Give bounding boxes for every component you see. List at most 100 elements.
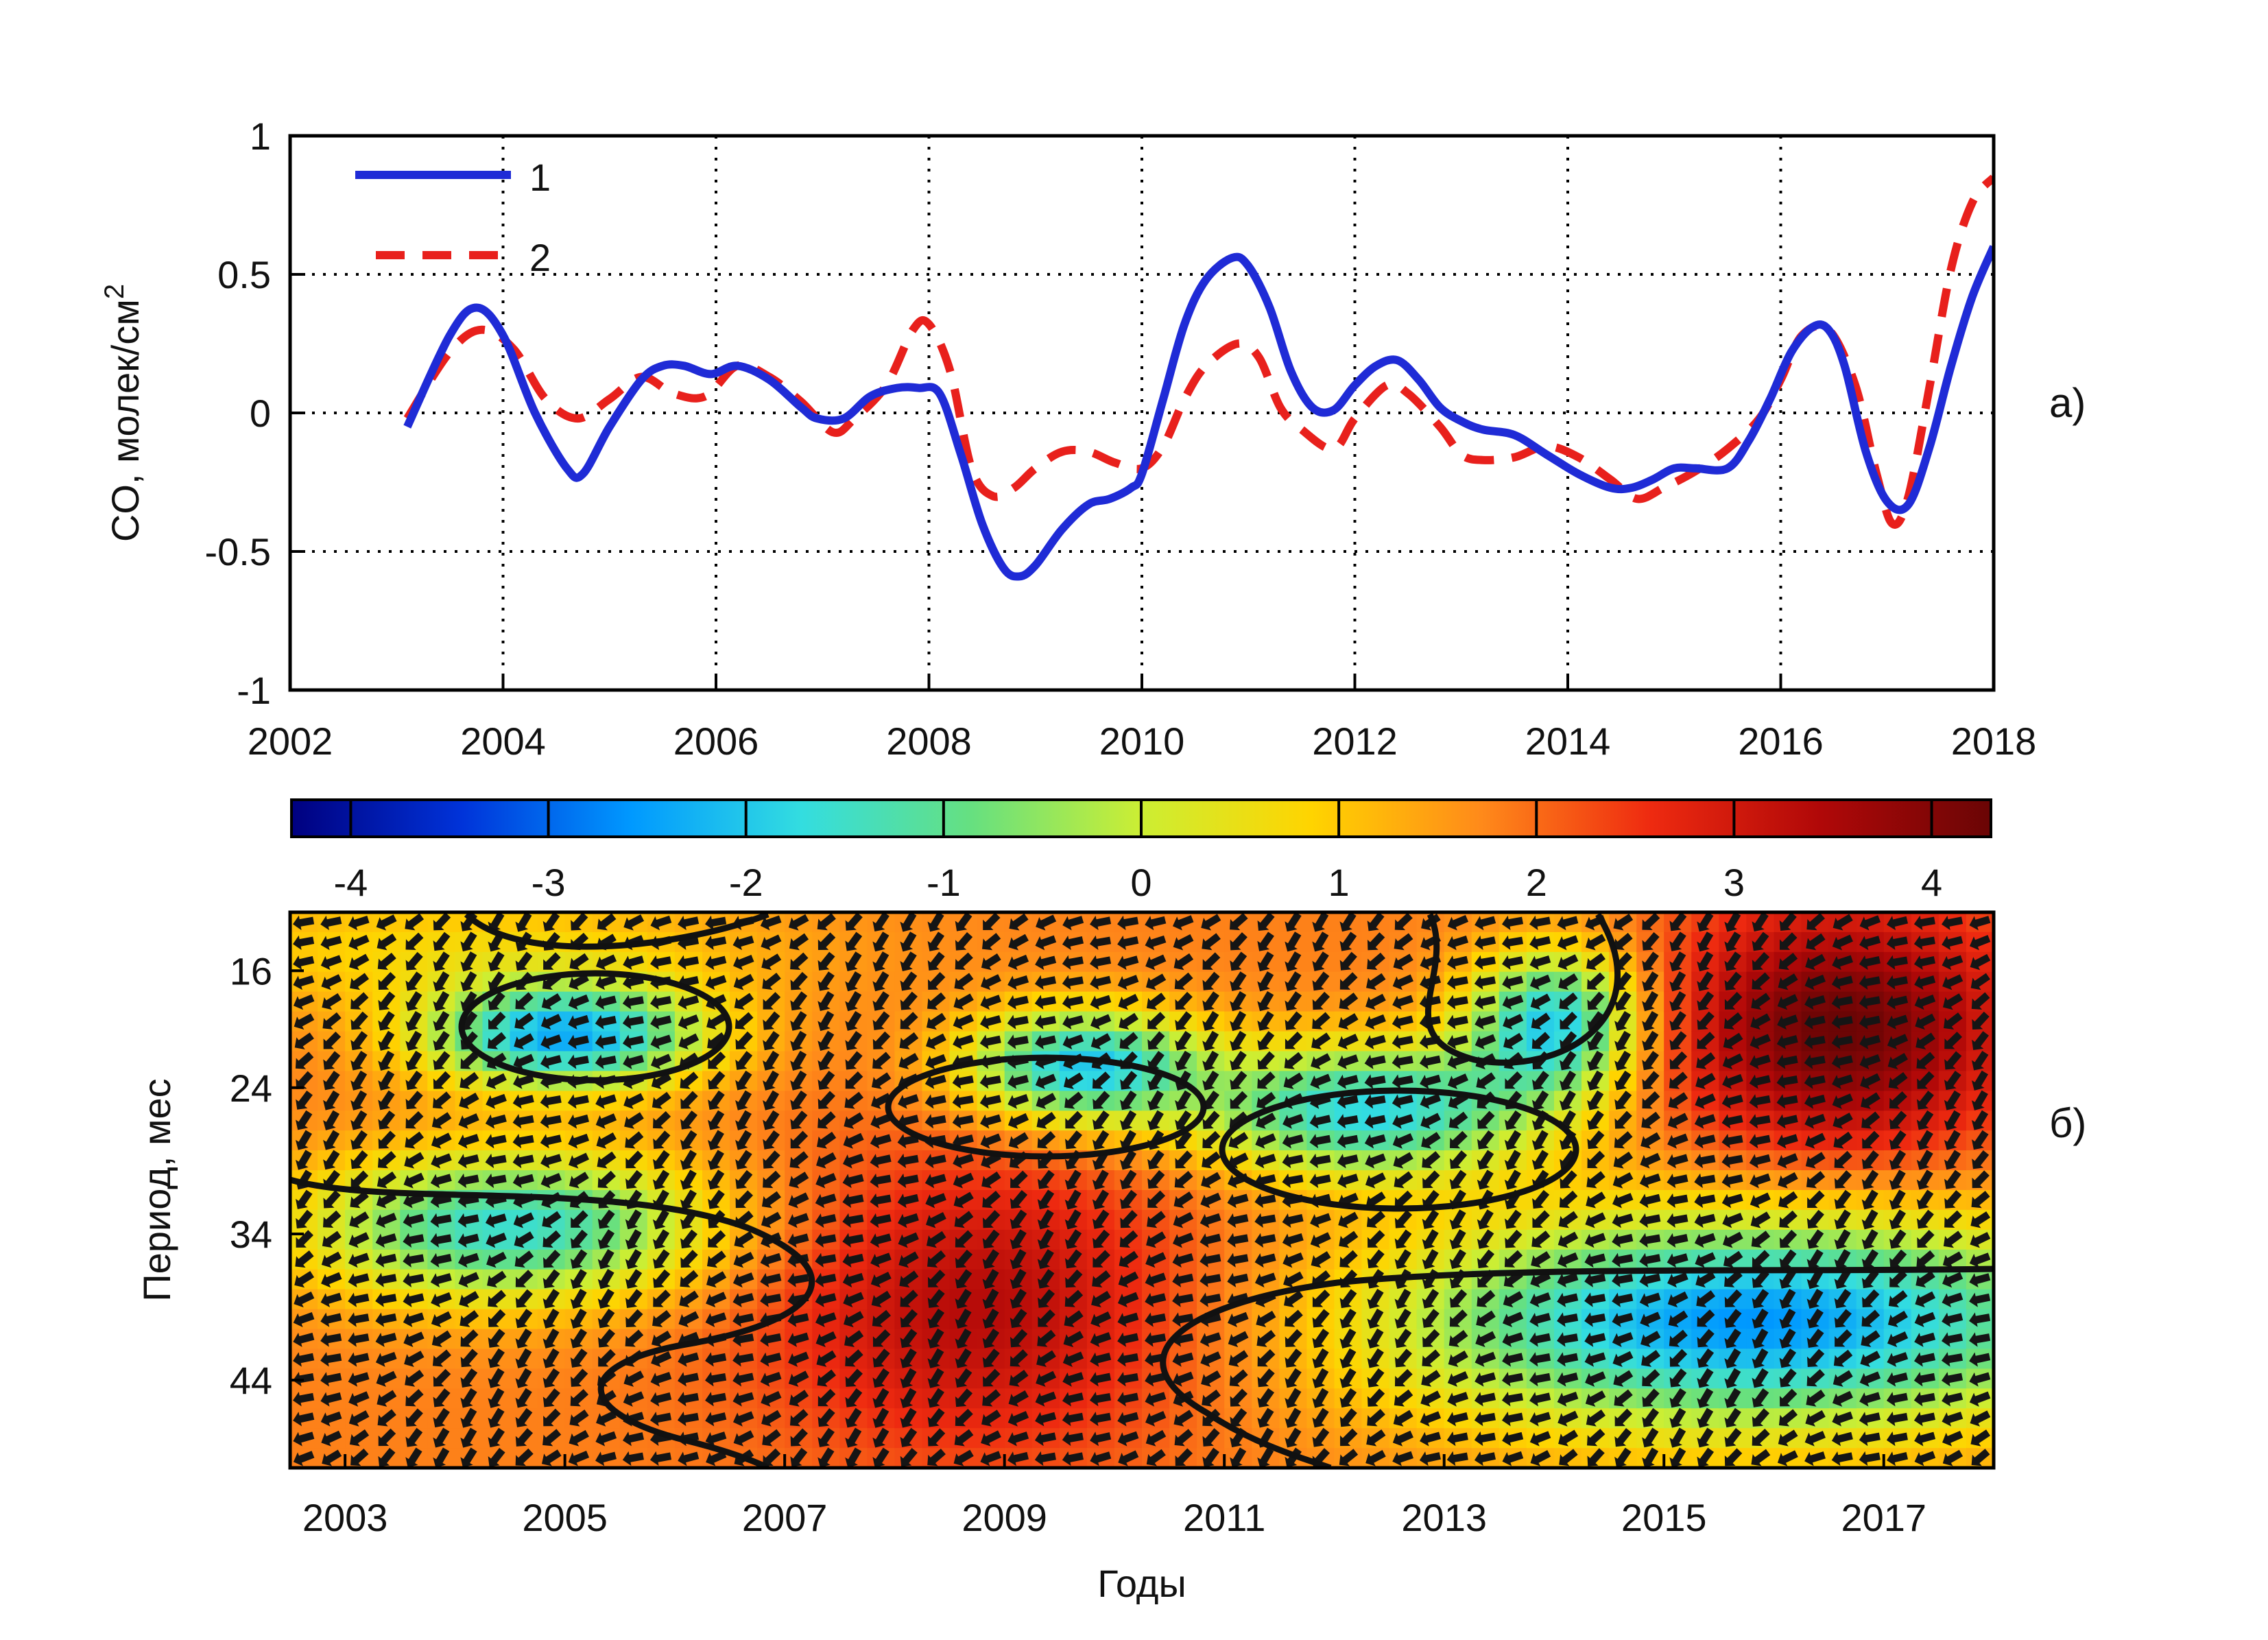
colorbar-ticks: -4 -3 -2 -1 0 1 2 3 4	[334, 800, 1942, 904]
phase-arrow	[982, 1249, 1000, 1269]
phase-arrow	[405, 913, 425, 931]
phase-arrow	[540, 1014, 562, 1030]
phase-arrow	[927, 1449, 946, 1466]
phase-arrow	[898, 1251, 919, 1268]
phase-arrow	[1724, 931, 1741, 952]
phase-arrow	[1447, 1371, 1469, 1387]
phase-arrow	[1062, 916, 1084, 931]
phase-arrow	[1175, 1448, 1193, 1466]
phase-arrow	[1612, 1193, 1634, 1209]
phase-arrow	[924, 1074, 946, 1089]
phase-arrow	[1421, 1370, 1441, 1387]
phase-arrow	[622, 1451, 644, 1466]
phase-arrow	[1804, 1034, 1826, 1049]
phase-arrow	[1282, 1252, 1304, 1268]
phase-arrow	[1642, 931, 1660, 951]
phase-arrow	[787, 1233, 809, 1248]
phase-arrow	[1667, 1233, 1688, 1248]
phase-arrow	[1199, 1332, 1221, 1347]
phase-arrow	[1202, 1011, 1219, 1031]
phase-arrow	[486, 1233, 507, 1248]
phase-arrow	[488, 1012, 506, 1030]
phase-arrow	[1146, 1231, 1167, 1248]
phase-arrow	[1859, 1054, 1881, 1069]
phase-arrow	[623, 955, 645, 971]
phase-arrow	[1861, 1269, 1879, 1289]
phase-arrow	[1367, 1388, 1385, 1407]
phase-arrow	[1942, 955, 1963, 971]
phase-arrow	[982, 1269, 999, 1290]
phase-arrow	[377, 952, 396, 971]
phase-arrow	[1010, 1189, 1028, 1209]
phase-arrow	[378, 1030, 395, 1051]
phase-arrow	[706, 1271, 727, 1288]
phase-arrow	[488, 1290, 506, 1307]
phase-arrow	[679, 1290, 699, 1308]
phase-arrow	[1806, 1308, 1824, 1329]
phase-arrow	[1007, 1411, 1029, 1427]
phase-arrow	[650, 1034, 672, 1049]
phase-arrow	[597, 1151, 617, 1169]
phase-arrow	[1009, 913, 1029, 931]
phase-arrow	[293, 1412, 315, 1427]
phase-arrow	[485, 1173, 507, 1189]
phase-arrow	[540, 1034, 562, 1049]
phase-arrow	[431, 1330, 452, 1348]
phase-arrow	[1419, 1054, 1441, 1069]
phase-arrow	[323, 1090, 340, 1110]
phase-arrow	[652, 1209, 669, 1230]
phase-arrow	[842, 1193, 864, 1209]
x-tick-label-a: 2008	[886, 720, 972, 763]
phase-arrow	[1776, 1094, 1798, 1109]
phase-arrow	[1394, 1229, 1412, 1249]
chart-a-legend: 1 2	[355, 156, 551, 279]
phase-arrow	[1752, 1388, 1769, 1407]
phase-arrow	[762, 973, 781, 990]
phase-arrow	[1778, 1172, 1798, 1189]
phase-arrow	[845, 931, 863, 951]
phase-arrow	[1257, 1349, 1276, 1367]
phase-arrow	[1036, 1370, 1057, 1387]
phase-arrow	[1586, 1410, 1605, 1427]
phase-arrow	[296, 1071, 313, 1089]
phase-arrow	[1285, 931, 1302, 952]
phase-arrow	[1913, 1412, 1936, 1427]
phase-arrow	[1833, 1349, 1853, 1367]
phase-arrow	[1612, 1351, 1634, 1367]
phase-arrow	[515, 1388, 532, 1408]
phase-arrow	[625, 1269, 643, 1289]
phase-arrow	[1558, 973, 1579, 990]
phase-arrow	[1776, 1054, 1798, 1069]
phase-arrow	[1337, 1034, 1359, 1050]
phase-arrow	[842, 1272, 864, 1288]
phase-arrow	[1339, 951, 1357, 971]
phase-arrow	[1831, 975, 1853, 990]
phase-arrow	[1916, 1189, 1934, 1209]
phase-arrow	[1970, 1211, 1991, 1228]
phase-arrow	[1887, 1352, 1909, 1367]
phase-arrow	[1449, 1249, 1466, 1270]
phase-arrow	[900, 931, 917, 952]
phase-arrow	[1724, 1348, 1741, 1368]
phase-arrow	[982, 1191, 1001, 1209]
phase-arrow	[1093, 1250, 1110, 1268]
phase-arrow	[732, 1352, 754, 1367]
phase-arrow	[1064, 1189, 1082, 1210]
phase-arrow	[1587, 1110, 1604, 1130]
phase-arrow	[1285, 1329, 1303, 1347]
phase-arrow	[404, 1351, 425, 1367]
phase-arrow	[1146, 1449, 1166, 1466]
phase-arrow	[1833, 1370, 1853, 1387]
phase-arrow	[1832, 1411, 1853, 1427]
phase-arrow	[295, 1150, 312, 1170]
phase-arrow	[294, 1013, 315, 1030]
phase-arrow	[1969, 935, 1991, 951]
phase-arrow	[1806, 1209, 1824, 1228]
phase-arrow	[1861, 1150, 1879, 1169]
phase-arrow	[1861, 1229, 1878, 1250]
phase-arrow	[872, 951, 890, 972]
phase-arrow	[1861, 1169, 1879, 1189]
phase-arrow	[1724, 1289, 1743, 1307]
phase-arrow	[1587, 991, 1605, 1010]
phase-arrow	[955, 1249, 973, 1268]
